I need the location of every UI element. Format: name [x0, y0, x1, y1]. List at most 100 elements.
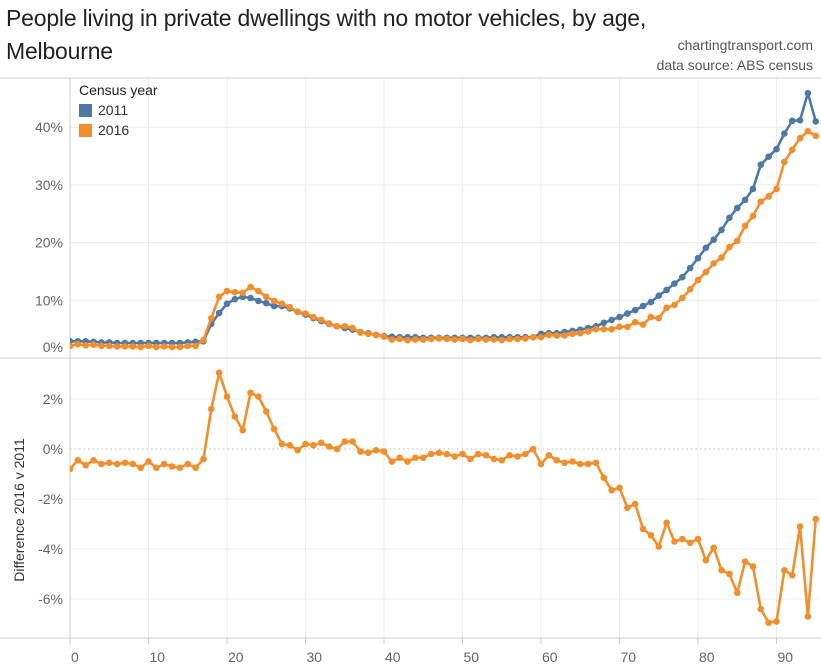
data-point-2016-age-6[interactable] — [113, 460, 121, 468]
data-point-2011-age-87[interactable] — [749, 185, 757, 193]
data-point-2016-age-32[interactable] — [317, 439, 325, 447]
data-point-2016-age-93[interactable] — [796, 523, 804, 530]
data-point-2016-age-80[interactable] — [694, 276, 702, 284]
data-point-2016-age-0[interactable] — [67, 465, 74, 473]
data-point-2016-age-93[interactable] — [796, 134, 804, 142]
data-point-2016-age-72[interactable] — [631, 318, 639, 326]
data-point-2016-age-28[interactable] — [286, 441, 294, 449]
data-point-2016-age-31[interactable] — [310, 313, 317, 321]
data-point-2011-age-75[interactable] — [655, 292, 663, 299]
data-point-2016-age-79[interactable] — [686, 539, 694, 547]
data-point-2016-age-90[interactable] — [773, 185, 780, 193]
data-point-2016-age-50[interactable] — [459, 450, 466, 458]
data-point-2011-age-71[interactable] — [624, 310, 631, 317]
data-point-2016-age-50[interactable] — [459, 335, 466, 343]
data-point-2016-age-10[interactable] — [145, 342, 152, 350]
data-point-2011-age-69[interactable] — [608, 316, 615, 324]
data-point-2016-age-63[interactable] — [561, 459, 568, 467]
data-point-2016-age-40[interactable] — [380, 333, 388, 340]
data-point-2016-age-30[interactable] — [302, 440, 309, 448]
data-point-2016-age-7[interactable] — [121, 343, 129, 350]
data-point-2016-age-9[interactable] — [137, 464, 144, 472]
data-point-2016-age-13[interactable] — [168, 463, 176, 470]
data-point-2016-age-77[interactable] — [671, 301, 678, 309]
data-point-2016-age-58[interactable] — [522, 450, 529, 458]
data-point-2016-age-52[interactable] — [474, 335, 482, 343]
data-point-2016-age-95[interactable] — [812, 132, 820, 140]
data-point-2016-age-92[interactable] — [788, 146, 796, 154]
data-point-2016-age-72[interactable] — [631, 500, 639, 508]
data-point-2016-age-22[interactable] — [239, 426, 246, 434]
data-point-2016-age-57[interactable] — [514, 335, 521, 343]
data-point-2016-age-2[interactable] — [82, 461, 89, 469]
data-point-2016-age-47[interactable] — [435, 449, 443, 457]
data-point-2016-age-8[interactable] — [129, 460, 137, 468]
data-point-2011-age-23[interactable] — [247, 294, 254, 302]
data-point-2016-age-71[interactable] — [624, 323, 631, 331]
data-point-2016-age-88[interactable] — [757, 198, 765, 205]
data-point-2011-age-81[interactable] — [702, 244, 710, 252]
data-point-2016-age-82[interactable] — [710, 260, 717, 267]
data-point-2011-age-90[interactable] — [773, 145, 780, 153]
data-point-2016-age-27[interactable] — [278, 300, 286, 308]
data-point-2016-age-19[interactable] — [215, 369, 223, 377]
data-point-2016-age-3[interactable] — [90, 456, 97, 464]
data-point-2016-age-48[interactable] — [443, 335, 451, 343]
data-point-2016-age-23[interactable] — [247, 283, 254, 291]
data-point-2016-age-81[interactable] — [702, 268, 710, 276]
data-point-2016-age-54[interactable] — [490, 455, 498, 463]
data-point-2016-age-15[interactable] — [184, 460, 192, 468]
data-point-2016-age-59[interactable] — [529, 445, 537, 453]
data-point-2011-age-26[interactable] — [270, 302, 278, 310]
data-point-2016-age-30[interactable] — [302, 310, 309, 317]
data-point-2016-age-66[interactable] — [584, 460, 592, 468]
data-point-2016-age-28[interactable] — [286, 303, 294, 311]
data-point-2016-age-69[interactable] — [608, 325, 615, 333]
data-point-2016-age-70[interactable] — [616, 323, 623, 331]
legend-item-2011[interactable]: 2011 — [79, 100, 158, 120]
data-point-2016-age-22[interactable] — [239, 289, 246, 297]
data-point-2016-age-27[interactable] — [278, 440, 286, 448]
data-point-2016-age-12[interactable] — [160, 460, 168, 468]
data-point-2016-age-55[interactable] — [498, 336, 506, 344]
data-point-2016-age-53[interactable] — [482, 451, 490, 459]
data-point-2016-age-5[interactable] — [105, 342, 113, 350]
data-point-2016-age-64[interactable] — [569, 458, 576, 465]
data-point-2016-age-61[interactable] — [545, 451, 553, 459]
data-point-2016-age-55[interactable] — [498, 456, 506, 464]
data-point-2016-age-76[interactable] — [663, 304, 670, 312]
data-point-2016-age-89[interactable] — [765, 619, 772, 627]
data-point-2011-age-88[interactable] — [757, 161, 765, 169]
data-point-2011-age-79[interactable] — [686, 264, 694, 272]
data-point-2016-age-86[interactable] — [741, 222, 749, 230]
data-point-2016-age-45[interactable] — [419, 336, 427, 343]
data-point-2016-age-20[interactable] — [223, 287, 231, 295]
data-point-2016-age-12[interactable] — [160, 343, 168, 350]
data-point-2016-age-20[interactable] — [223, 393, 231, 400]
data-point-2016-age-24[interactable] — [255, 287, 262, 295]
data-point-2011-age-95[interactable] — [812, 118, 820, 125]
data-point-2016-age-51[interactable] — [467, 455, 474, 463]
data-point-2016-age-32[interactable] — [317, 316, 325, 324]
data-point-2016-age-46[interactable] — [427, 335, 435, 343]
data-point-2016-age-65[interactable] — [576, 329, 584, 337]
data-point-2016-age-8[interactable] — [129, 343, 137, 350]
data-point-2016-age-86[interactable] — [741, 558, 749, 565]
data-point-2016-age-85[interactable] — [733, 237, 741, 245]
data-point-2016-age-0[interactable] — [67, 342, 74, 350]
data-point-2016-age-83[interactable] — [718, 566, 725, 574]
data-point-2011-age-76[interactable] — [663, 286, 670, 294]
data-point-2016-age-31[interactable] — [310, 441, 317, 449]
data-point-2016-age-94[interactable] — [804, 127, 812, 135]
data-point-2011-age-82[interactable] — [710, 236, 717, 244]
data-point-2011-age-68[interactable] — [600, 319, 608, 327]
data-point-2016-age-94[interactable] — [804, 613, 812, 620]
data-point-2011-age-70[interactable] — [616, 313, 623, 321]
data-point-2016-age-40[interactable] — [380, 448, 388, 455]
data-point-2016-age-61[interactable] — [545, 331, 553, 339]
data-point-2011-age-20[interactable] — [223, 300, 231, 308]
data-point-2016-age-75[interactable] — [655, 543, 663, 550]
data-point-2016-age-11[interactable] — [153, 464, 160, 472]
data-point-2016-age-73[interactable] — [639, 321, 647, 328]
data-point-2016-age-91[interactable] — [781, 566, 788, 574]
